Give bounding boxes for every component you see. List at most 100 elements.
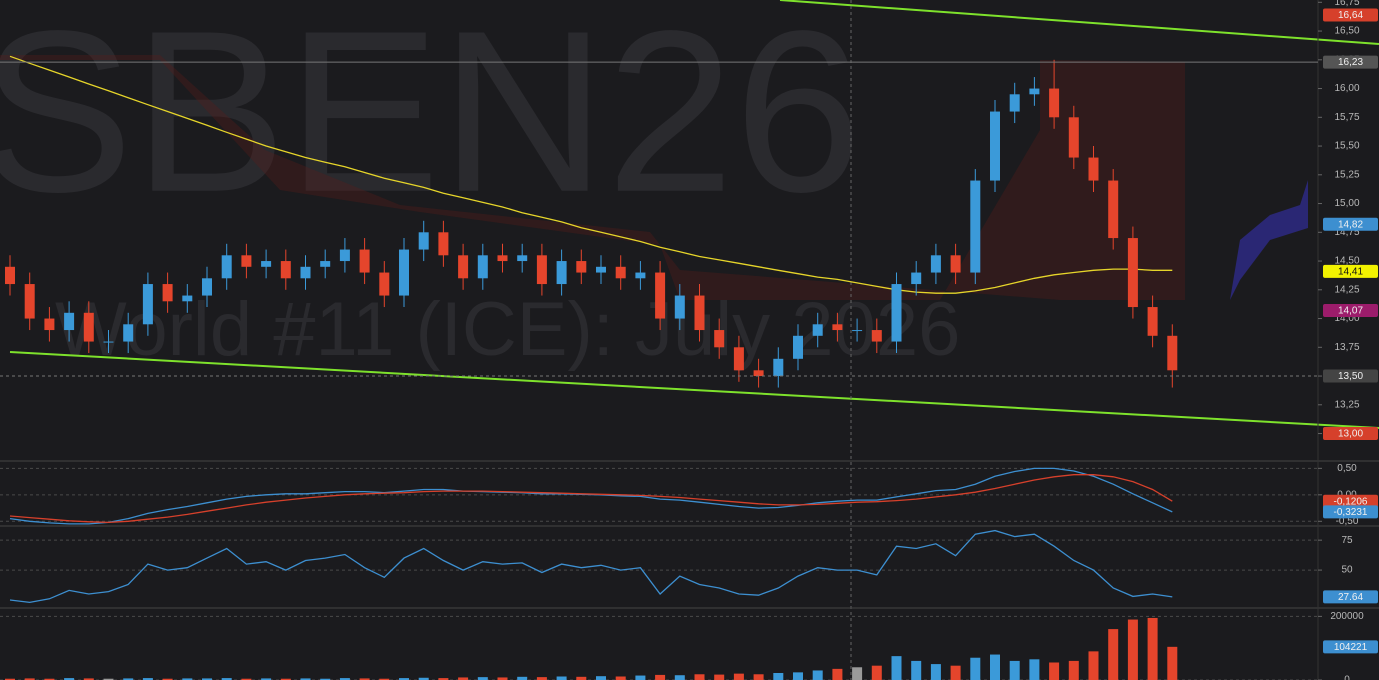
candle-body xyxy=(339,249,350,262)
candle-body xyxy=(990,111,1000,181)
volume-bar xyxy=(1127,619,1138,680)
candle-body xyxy=(123,324,134,342)
y-tick-label: 16,75 xyxy=(1334,0,1359,8)
price-badge xyxy=(1323,264,1378,278)
watermark-name: World #11 (ICE): July 2026 xyxy=(55,287,960,372)
volume-bar xyxy=(300,678,311,680)
volume-bar xyxy=(793,672,803,680)
y-tick-label: 13,75 xyxy=(1334,342,1359,353)
y-tick-label: 200000 xyxy=(1330,611,1364,622)
candle-body xyxy=(359,249,370,273)
cloud-band-forward xyxy=(1230,180,1308,300)
candle-body xyxy=(1029,88,1040,95)
y-tick-label: 16,50 xyxy=(1334,26,1359,37)
candle-body xyxy=(1088,157,1099,181)
candle-body xyxy=(1167,335,1178,371)
trend-line xyxy=(9,351,1379,429)
candle-body xyxy=(911,272,922,285)
y-tick-label: 0,50 xyxy=(1337,463,1357,474)
volume-bar xyxy=(64,678,75,680)
price-badge-label: 27.64 xyxy=(1338,592,1363,603)
volume-bar xyxy=(536,677,547,680)
candle-body xyxy=(24,284,35,319)
volume-bar xyxy=(517,676,528,680)
volume-bar xyxy=(812,670,823,680)
candle-body xyxy=(497,255,508,262)
volume-bar xyxy=(162,678,173,680)
volume-bar xyxy=(182,678,193,680)
volume-bar xyxy=(576,676,587,680)
volume-bar xyxy=(694,674,705,680)
price-badge-label: 14,41 xyxy=(1338,267,1363,278)
candle-body xyxy=(202,278,212,296)
volume-bar xyxy=(674,675,685,680)
candle-body xyxy=(556,261,567,285)
volume-bar xyxy=(202,678,212,680)
y-tick-label: 14,50 xyxy=(1334,256,1359,267)
candle-body xyxy=(655,272,666,319)
candle-body xyxy=(221,255,232,279)
y-tick-label: 14,75 xyxy=(1334,227,1359,238)
candle-body xyxy=(64,312,75,331)
y-tick-label: -0,50 xyxy=(1336,516,1359,527)
volume-bar xyxy=(773,673,784,680)
candle-body xyxy=(379,272,390,296)
y-tick-label: 14,00 xyxy=(1334,313,1359,324)
candle-body xyxy=(753,370,764,377)
trend-line xyxy=(779,0,1379,45)
volume-bar xyxy=(103,678,114,680)
volume-bar xyxy=(497,677,508,680)
volume-bar xyxy=(871,665,882,680)
y-tick-label: 15,50 xyxy=(1334,141,1359,152)
candle-body xyxy=(103,341,114,343)
volume-bar xyxy=(241,678,252,680)
volume-bar xyxy=(733,673,744,680)
volume-bar xyxy=(1147,617,1158,680)
price-badge xyxy=(1323,590,1378,604)
candle-body xyxy=(1009,94,1020,112)
volume-bar xyxy=(438,678,449,680)
price-badge-label: 14,82 xyxy=(1338,219,1363,230)
volume-bar xyxy=(458,677,469,680)
volume-bar xyxy=(596,676,606,680)
indicator-line xyxy=(9,474,1173,524)
price-badge-label: -0,1206 xyxy=(1334,496,1368,507)
candle-body xyxy=(458,255,469,279)
volume-bar xyxy=(1108,629,1119,680)
volume-bar xyxy=(930,664,941,680)
cloud-band xyxy=(0,55,1185,300)
y-tick-label: 75 xyxy=(1341,535,1353,546)
volume-bar xyxy=(142,678,153,680)
candle-body xyxy=(399,249,409,296)
candle-body xyxy=(418,232,429,250)
price-badge-label: -0,3231 xyxy=(1334,507,1368,518)
candle-body xyxy=(714,330,725,348)
price-badge xyxy=(1323,640,1378,654)
candle-body xyxy=(517,255,528,262)
candle-body xyxy=(615,266,626,279)
candle-body xyxy=(280,261,291,279)
moving-average xyxy=(9,55,1173,294)
candle-body xyxy=(950,255,961,273)
y-tick-label: 13,25 xyxy=(1334,399,1359,410)
volume-bar xyxy=(1167,646,1178,680)
volume-bar xyxy=(320,678,331,680)
volume-bar xyxy=(123,678,134,680)
volume-bar xyxy=(714,674,725,680)
watermark-symbol: SBEN26 xyxy=(0,0,862,240)
candle-body xyxy=(261,261,272,267)
volume-bar xyxy=(339,678,350,680)
price-badge xyxy=(1323,369,1378,383)
candle-body xyxy=(1108,180,1119,239)
candle-body xyxy=(300,266,311,279)
volume-bar xyxy=(1068,660,1079,680)
indicator-line xyxy=(9,467,1173,525)
price-badge xyxy=(1323,8,1378,22)
y-tick-label: 0 xyxy=(1344,675,1350,680)
volume-bar xyxy=(83,678,94,680)
volume-bar xyxy=(852,667,863,680)
price-badge xyxy=(1323,505,1378,519)
candle-body xyxy=(970,180,981,273)
price-badge xyxy=(1323,304,1378,317)
